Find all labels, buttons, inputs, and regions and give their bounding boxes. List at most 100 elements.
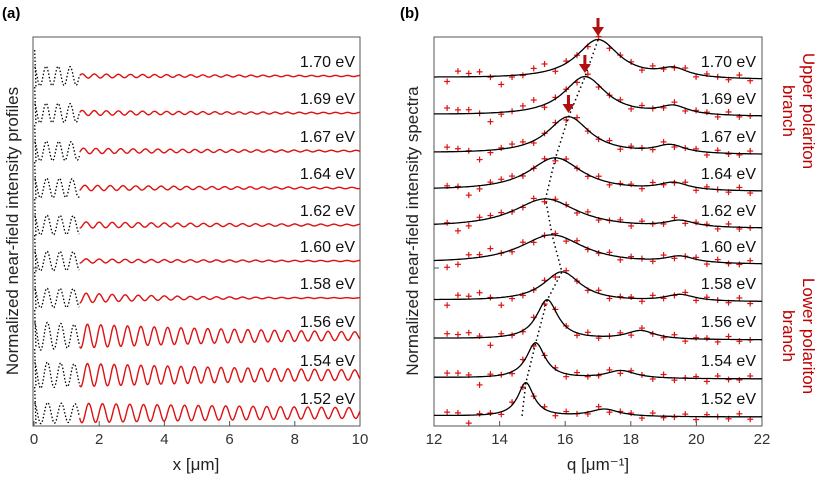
data-point-plus	[487, 118, 494, 125]
data-point-plus	[703, 221, 710, 228]
lower-branch-label: Lower polaritonbranch	[779, 278, 818, 394]
data-point-plus	[617, 256, 624, 263]
data-point-plus	[454, 370, 461, 377]
data-point-plus	[454, 106, 461, 113]
upper-branch-label: Upper polaritonbranch	[779, 53, 818, 169]
data-point-plus	[736, 376, 743, 383]
panel-a-energy-labels: 1.70 eV 1.69 eV 1.67 eV 1.64 eV 1.62 eV 1.60 …	[300, 54, 355, 408]
spectrum-fit-line	[434, 234, 762, 265]
data-point-plus	[649, 410, 656, 417]
branch-label-line: branch	[779, 310, 798, 362]
data-point-plus	[487, 74, 494, 81]
spectrum-fit-line	[434, 299, 762, 341]
data-point-plus	[476, 214, 483, 221]
profile-near-field-dotted	[34, 309, 80, 351]
energy-label: 1.64 eV	[300, 166, 355, 183]
data-point-plus	[617, 146, 624, 153]
data-point-plus	[747, 372, 754, 379]
peak-arrow	[578, 55, 591, 73]
data-point-plus	[454, 183, 461, 190]
spectrum-fit-line	[434, 75, 762, 117]
spectrum-fit-line	[434, 116, 762, 155]
energy-label: 1.69 eV	[701, 91, 756, 108]
data-point-plus	[487, 409, 494, 416]
data-point-plus	[725, 151, 732, 158]
data-point-plus	[725, 108, 732, 115]
data-point-plus	[509, 141, 516, 148]
data-point-plus	[595, 403, 602, 410]
data-point-plus	[693, 73, 700, 80]
panel-a-profiles	[34, 49, 361, 426]
energy-label: 1.60 eV	[300, 239, 355, 256]
data-point-plus	[476, 68, 483, 75]
data-point-plus	[714, 113, 721, 120]
x-tick-label: 14	[491, 431, 508, 448]
data-point-plus	[736, 294, 743, 301]
profile-near-field-dotted	[34, 348, 80, 389]
data-point-plus	[584, 208, 591, 215]
panel-b-y-axis-title: Normalized near-field intensity spectra	[403, 86, 422, 376]
data-point-plus	[444, 78, 451, 85]
data-point-plus	[552, 68, 559, 75]
profile-near-field-dotted	[34, 49, 80, 89]
profile-line	[79, 221, 360, 229]
spectrum-fit-line	[434, 342, 762, 380]
data-point-plus	[444, 219, 451, 226]
data-point-plus	[530, 97, 537, 104]
energy-label: 1.56 eV	[300, 314, 355, 331]
data-point-plus	[693, 187, 700, 194]
data-point-plus	[476, 289, 483, 296]
data-point-plus	[444, 144, 451, 151]
data-point-plus	[693, 219, 700, 226]
x-tick-label: 10	[352, 431, 369, 448]
data-point-plus	[703, 261, 710, 268]
data-point-plus	[444, 370, 451, 377]
data-point-plus	[498, 302, 505, 309]
profile-near-field-dotted	[34, 386, 80, 426]
data-point-plus	[465, 251, 472, 258]
data-point-plus	[530, 65, 537, 72]
profile-near-field-dotted	[34, 271, 80, 311]
data-point-plus	[725, 333, 732, 340]
data-point-plus	[747, 148, 754, 155]
profile-line	[79, 184, 361, 192]
data-point-plus	[563, 116, 570, 123]
data-point-plus	[465, 106, 472, 113]
data-point-plus	[487, 342, 494, 349]
data-point-plus	[454, 68, 461, 75]
x-tick-label: 18	[622, 431, 639, 448]
data-point-plus	[465, 329, 472, 336]
energy-label: 1.64 eV	[701, 166, 756, 183]
profile-line	[79, 109, 360, 117]
branch-label-line: Upper polariton	[799, 53, 818, 169]
data-point-plus	[703, 335, 710, 342]
data-point-plus	[530, 195, 537, 202]
data-point-plus	[671, 331, 678, 338]
data-point-plus	[628, 105, 635, 112]
x-tick-label: 0	[30, 431, 38, 448]
data-point-plus	[563, 238, 570, 245]
profile-line	[79, 292, 360, 304]
data-point-plus	[444, 302, 451, 309]
x-tick-label: 16	[557, 431, 574, 448]
panel-b-x-ticks: 12 14 16 18 20 22	[426, 36, 771, 448]
data-point-plus	[454, 292, 461, 299]
data-point-plus	[725, 260, 732, 267]
data-point-plus	[444, 330, 451, 337]
data-point-plus	[541, 60, 548, 67]
data-point-plus	[660, 252, 667, 259]
x-tick-label: 2	[95, 431, 103, 448]
data-point-plus	[541, 198, 548, 205]
panel-b-peak-arrows	[562, 18, 604, 113]
data-point-plus	[703, 109, 710, 116]
energy-label: 1.67 eV	[300, 129, 355, 146]
data-point-plus	[465, 420, 472, 427]
panel-b: 1.70 eV 1.69 eV 1.67 eV 1.64 eV 1.62 eV 1.60 …	[403, 18, 818, 474]
panel-a: 1.70 eV 1.69 eV 1.67 eV 1.64 eV 1.62 eV 1.60 …	[3, 36, 369, 474]
energy-label: 1.54 eV	[701, 353, 756, 370]
x-tick-label: 22	[754, 431, 771, 448]
energy-label: 1.62 eV	[300, 203, 355, 220]
peak-arrow	[562, 95, 575, 113]
profile-line	[78, 362, 361, 388]
data-point-plus	[519, 239, 526, 246]
